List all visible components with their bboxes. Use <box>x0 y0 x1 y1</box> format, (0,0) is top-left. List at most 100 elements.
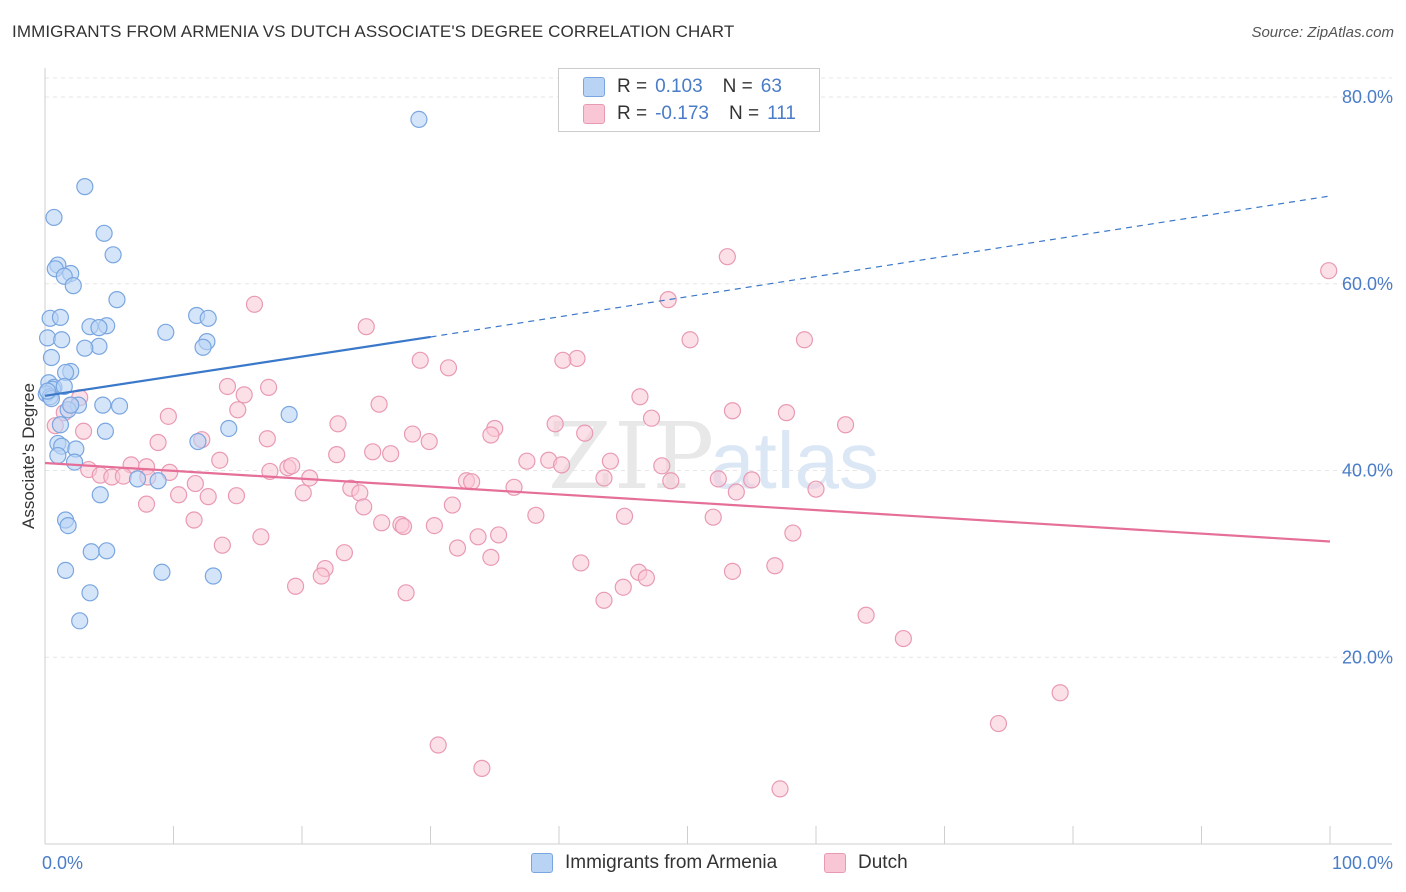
armenia-point <box>204 567 222 585</box>
dutch-point <box>718 248 736 266</box>
dutch-point <box>159 407 177 425</box>
watermark-zip: ZIP <box>548 403 716 510</box>
armenia-point <box>64 277 82 295</box>
dutch-point <box>637 569 655 587</box>
dutch-point <box>370 395 388 413</box>
armenia-point <box>157 323 175 341</box>
x-tick-labels: 0.0% 100.0% <box>42 853 1393 873</box>
dutch-point <box>836 416 855 434</box>
y-tick-label: 80.0% <box>1342 87 1393 107</box>
armenia-point <box>108 291 126 309</box>
source-label: Source: ZipAtlas.com <box>1251 24 1394 41</box>
armenia-point <box>76 178 94 196</box>
armenia-point <box>220 419 238 438</box>
dutch-point <box>490 526 508 544</box>
dutch-point <box>149 433 167 452</box>
armenia-point <box>153 563 171 581</box>
dutch-point <box>894 629 912 648</box>
dutch-point <box>420 432 438 451</box>
dutch-point <box>576 424 594 442</box>
legend-n-label: N = <box>722 76 753 97</box>
armenia-point <box>96 422 114 440</box>
dutch-point <box>357 318 375 336</box>
dutch-point <box>723 402 742 420</box>
dutch-point <box>294 484 312 502</box>
dutch-point <box>355 498 373 516</box>
y-tick-label: 40.0% <box>1342 461 1393 481</box>
x-tick-label: 100.0% <box>1332 853 1393 873</box>
dutch-point <box>662 472 680 490</box>
dutch-point <box>642 409 661 427</box>
dutch-point <box>743 471 761 489</box>
dutch-point <box>258 430 276 448</box>
chart-title: IMMIGRANTS FROM ARMENIA VS DUTCH ASSOCIA… <box>12 22 735 41</box>
dutch-trend-line <box>44 461 1331 543</box>
dutch-point <box>595 469 613 487</box>
legend-item-armenia: Immigrants from Armenia <box>531 852 777 874</box>
dutch-point <box>211 451 229 469</box>
dutch-point <box>286 577 305 595</box>
dutch-point <box>709 470 727 488</box>
dutch-point <box>681 331 699 349</box>
dutch-point <box>723 562 742 580</box>
armenia-point <box>82 543 100 561</box>
dutch-point <box>382 445 400 463</box>
armenia-trend-line <box>44 335 431 397</box>
dutch-point <box>784 524 802 542</box>
legend-swatch-armenia <box>583 77 605 97</box>
dutch-point <box>482 426 500 444</box>
legend-label-armenia: Immigrants from Armenia <box>565 852 778 873</box>
dutch-series <box>46 248 1338 798</box>
y-tick-label: 20.0% <box>1342 647 1393 667</box>
dutch-point <box>766 557 784 575</box>
dutch-point <box>795 331 814 349</box>
dutch-point <box>554 351 572 369</box>
dutch-point <box>394 517 413 536</box>
dutch-point <box>329 415 347 433</box>
armenia-point <box>98 542 116 560</box>
dutch-point <box>807 480 825 498</box>
dutch-point <box>552 456 571 474</box>
watermark: ZIP atlas <box>548 403 879 510</box>
armenia-point <box>76 339 94 357</box>
legend-row-dutch: R = -0.173 N = 111 <box>583 102 796 126</box>
dutch-point <box>429 736 447 754</box>
armenia-point <box>90 319 108 337</box>
dutch-point <box>403 425 422 443</box>
dutch-point <box>1051 684 1069 702</box>
dutch-point <box>572 554 590 572</box>
armenia-point <box>94 396 112 414</box>
armenia-point <box>51 308 70 326</box>
dutch-point <box>185 511 203 529</box>
armenia-point <box>65 453 84 471</box>
legend-r-value: 0.103 <box>655 76 703 97</box>
armenia-point <box>194 338 212 356</box>
dutch-point <box>727 483 745 501</box>
dutch-point <box>335 544 354 562</box>
legend-swatch-armenia <box>531 853 553 873</box>
dutch-point <box>615 507 634 525</box>
armenia-trend-projection <box>430 195 1331 338</box>
x-tick-label: 0.0% <box>42 853 83 873</box>
armenia-point <box>410 110 428 129</box>
dutch-point <box>704 508 722 526</box>
legend-r-label: R = <box>617 76 648 97</box>
dutch-point <box>653 457 671 475</box>
legend-label-dutch: Dutch <box>858 852 908 873</box>
legend-r-label: R = <box>617 103 648 124</box>
dutch-point <box>373 514 391 532</box>
legend-swatch-dutch <box>583 104 605 124</box>
dutch-point <box>259 378 278 396</box>
armenia-point <box>189 432 207 451</box>
y-axis-label: Associate's Degree <box>19 383 38 529</box>
dutch-point <box>229 401 247 419</box>
dutch-point <box>227 487 246 505</box>
dutch-point <box>137 495 156 513</box>
dutch-point <box>443 496 461 514</box>
armenia-point <box>45 208 63 227</box>
dutch-point <box>518 452 536 470</box>
dutch-point <box>170 486 188 504</box>
dutch-point <box>473 759 491 777</box>
armenia-point <box>104 246 122 264</box>
